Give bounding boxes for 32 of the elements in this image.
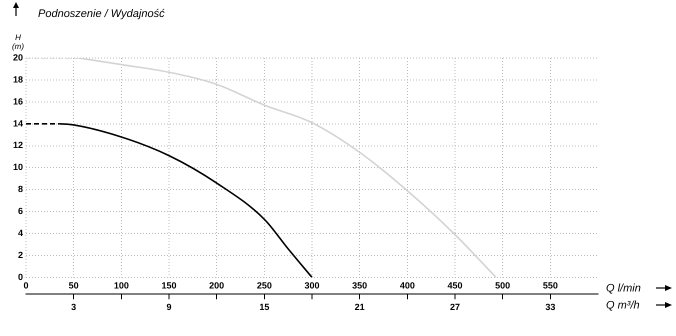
x-tick-label: 450 [447, 280, 463, 290]
y-tick-label: 12 [12, 140, 24, 150]
y-tick-label: 6 [18, 206, 24, 216]
chart-title: Podnoszenie / Wydajność [38, 8, 166, 20]
x2-tick-label: 33 [545, 302, 556, 312]
y-tick-label: 10 [12, 162, 24, 172]
x-axis-title: Q l/min [606, 282, 641, 294]
x2-tick-label: 15 [259, 302, 270, 312]
x-tick-label: 150 [161, 280, 177, 290]
y-axis-title: H (m) [12, 33, 24, 52]
x-tick-label: 550 [542, 280, 558, 290]
x2-tick-label: 3 [71, 302, 76, 312]
y-tick-label: 8 [18, 184, 24, 194]
y-tick-label: 4 [18, 228, 24, 238]
y-tick-label: 0 [18, 272, 24, 282]
x-tick-label: 250 [256, 280, 272, 290]
y-tick-label: 18 [12, 74, 24, 84]
y-tick-label: 20 [12, 52, 24, 62]
x2-tick-label: 9 [166, 302, 172, 312]
y-tick-label: 16 [12, 96, 24, 106]
x2-axis-title: Q m³/h [606, 299, 640, 312]
x-tick-label: 500 [495, 280, 510, 290]
x2-tick-label: 27 [450, 302, 460, 312]
x-tick-label: 350 [352, 280, 368, 290]
x-tick-label: 100 [114, 280, 129, 290]
y-tick-label: 14 [12, 118, 24, 128]
x2-tick-label: 21 [354, 302, 365, 312]
x-tick-label: 400 [400, 280, 415, 290]
x-tick-label: 50 [68, 280, 79, 290]
x-tick-label: 200 [209, 280, 224, 290]
y-tick-label: 2 [18, 250, 24, 260]
x-tick-label: 300 [304, 280, 320, 290]
